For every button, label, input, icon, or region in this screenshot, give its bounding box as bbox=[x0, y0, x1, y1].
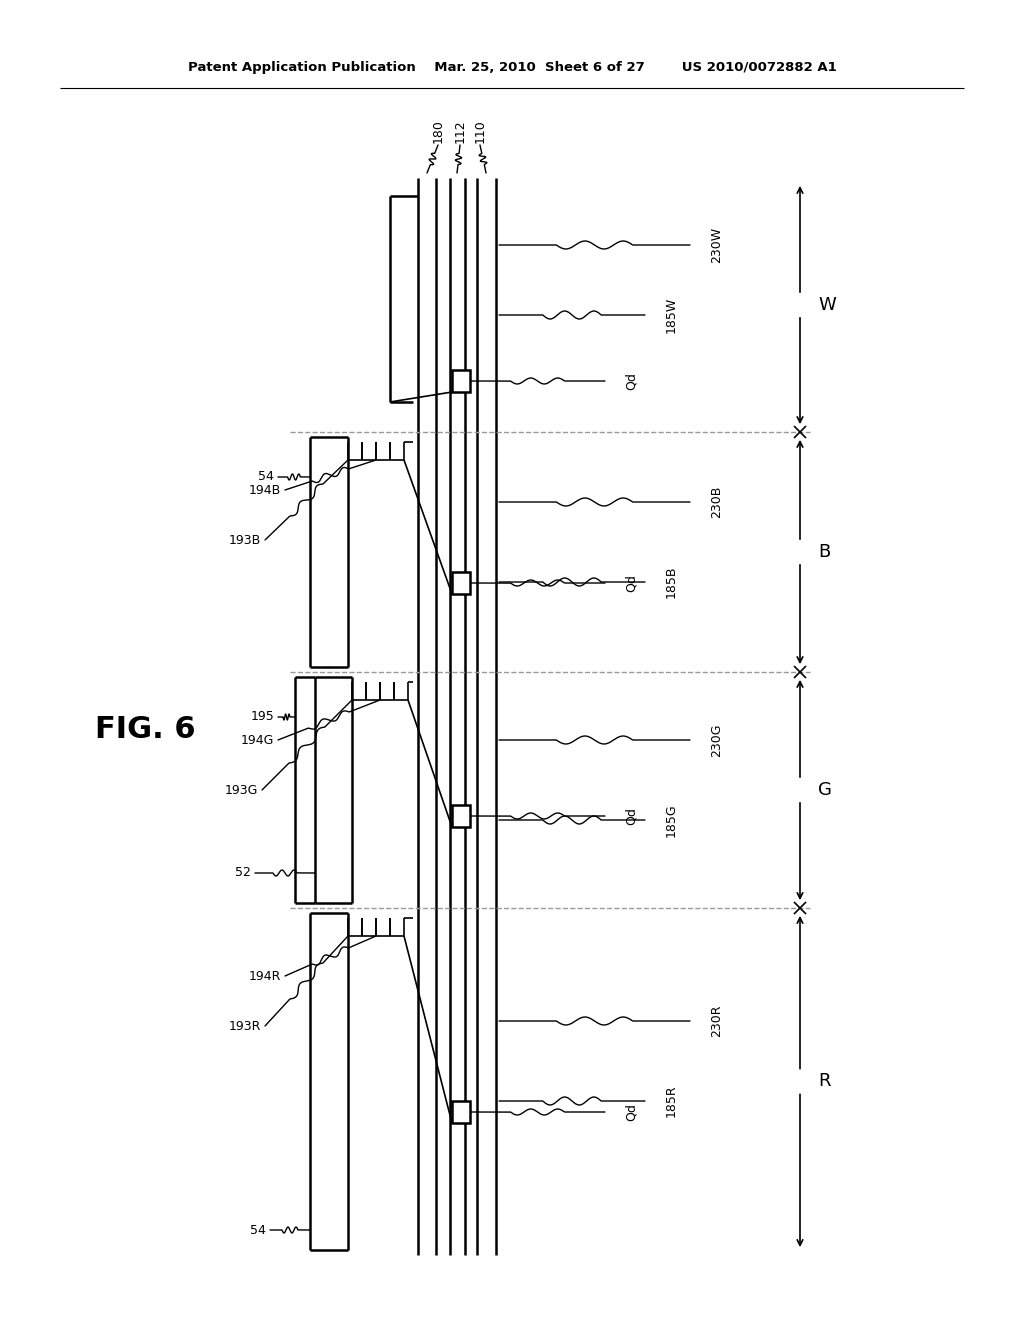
Text: 194G: 194G bbox=[241, 734, 274, 747]
Text: 54: 54 bbox=[258, 470, 274, 483]
Text: Patent Application Publication    Mar. 25, 2010  Sheet 6 of 27        US 2010/00: Patent Application Publication Mar. 25, … bbox=[187, 62, 837, 74]
Text: Qd: Qd bbox=[625, 807, 638, 825]
Text: 112: 112 bbox=[454, 119, 467, 143]
Text: 194B: 194B bbox=[249, 483, 281, 496]
Text: 185W: 185W bbox=[665, 297, 678, 333]
Text: 180: 180 bbox=[431, 119, 444, 143]
Bar bbox=[452, 370, 470, 392]
Text: 193B: 193B bbox=[228, 533, 261, 546]
Text: 230G: 230G bbox=[710, 723, 723, 756]
Text: W: W bbox=[818, 296, 836, 314]
Text: 110: 110 bbox=[473, 119, 486, 143]
Text: 193R: 193R bbox=[228, 1019, 261, 1032]
Text: 193G: 193G bbox=[224, 784, 258, 796]
Text: R: R bbox=[818, 1072, 830, 1090]
Text: 185B: 185B bbox=[665, 566, 678, 598]
Bar bbox=[452, 572, 470, 594]
Text: 230W: 230W bbox=[710, 227, 723, 263]
Text: FIG. 6: FIG. 6 bbox=[94, 715, 196, 744]
Text: 195: 195 bbox=[250, 710, 274, 723]
Text: Qd: Qd bbox=[625, 1104, 638, 1121]
Text: 230B: 230B bbox=[710, 486, 723, 519]
Text: G: G bbox=[818, 781, 831, 799]
Text: 194R: 194R bbox=[249, 969, 281, 982]
Text: 185G: 185G bbox=[665, 803, 678, 837]
Text: Qd: Qd bbox=[625, 372, 638, 389]
Bar bbox=[452, 805, 470, 828]
Text: 185R: 185R bbox=[665, 1085, 678, 1117]
Text: 52: 52 bbox=[236, 866, 251, 879]
Text: 230R: 230R bbox=[710, 1005, 723, 1038]
Text: 54: 54 bbox=[250, 1224, 266, 1237]
Text: Qd: Qd bbox=[625, 574, 638, 591]
Text: B: B bbox=[818, 543, 830, 561]
Bar bbox=[452, 1101, 470, 1123]
